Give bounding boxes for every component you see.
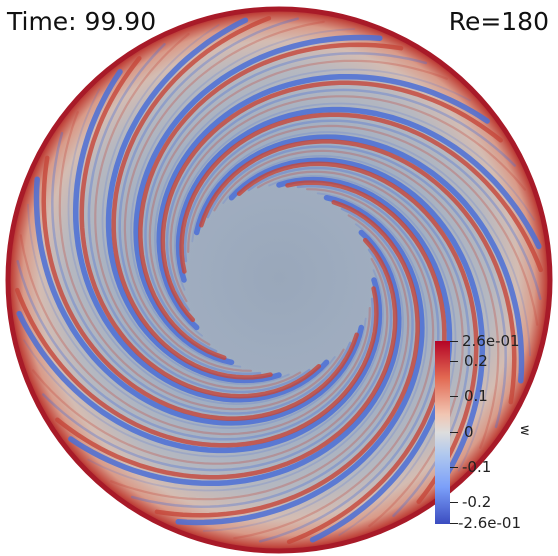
spiral-band xyxy=(236,161,479,504)
colorbar-max-tick-line xyxy=(450,341,458,342)
time-readout: Time: 99.90 xyxy=(7,7,157,36)
spiral-band xyxy=(193,134,525,384)
spiral-band xyxy=(41,155,359,421)
colorbar-tick-label: 0.1 xyxy=(464,387,488,405)
spiral-band xyxy=(27,203,367,429)
spiral-band xyxy=(206,145,507,429)
spiral-band xyxy=(148,59,448,346)
spiral-band xyxy=(165,88,516,312)
spiral-band xyxy=(175,194,425,526)
spiral-band xyxy=(23,269,384,458)
colorbar-tick-line xyxy=(450,361,458,362)
spiral-band xyxy=(94,33,302,390)
spiral-band xyxy=(87,43,311,394)
spiral-band xyxy=(19,234,371,436)
spiral-band xyxy=(14,286,379,448)
colorbar-tick-line xyxy=(450,432,458,433)
spiral-band xyxy=(33,176,365,426)
spiral-band xyxy=(16,277,383,454)
spiral-band xyxy=(154,200,420,518)
colorbar-tick-line xyxy=(450,467,458,468)
spiral-band xyxy=(51,131,352,415)
spiral-wave-bands xyxy=(14,15,544,545)
colorbar-tick-label: -0.1 xyxy=(462,458,492,476)
colorbar-min-tick-line xyxy=(450,523,458,524)
colorbar-title: w xyxy=(517,425,532,436)
spiral-band xyxy=(222,154,491,472)
spiral-band xyxy=(105,17,282,384)
spiral-band xyxy=(191,131,531,357)
spiral-band xyxy=(42,248,393,472)
spiral-band xyxy=(133,34,383,366)
spiral-band xyxy=(187,124,539,326)
colorbar-tick-label: -0.2 xyxy=(462,493,492,511)
spiral-band xyxy=(153,68,471,337)
spiral-band xyxy=(213,149,500,449)
spiral-band xyxy=(55,237,398,480)
spiral-band xyxy=(58,111,345,411)
spiral-band xyxy=(256,170,464,527)
colorbar-min-label: -2.6e-01 xyxy=(458,514,521,532)
spiral-band xyxy=(68,229,402,487)
reynolds-number-label: Re=180 xyxy=(448,7,549,36)
spiral-band xyxy=(110,214,410,501)
spiral-band xyxy=(87,223,405,492)
spiral-band xyxy=(179,112,544,274)
colorbar-max-label: 2.6e-01 xyxy=(462,332,520,350)
spiral-band xyxy=(174,102,535,291)
calm-core-region xyxy=(201,200,357,356)
colorbar-tick-line xyxy=(450,396,458,397)
colorbar-tick-line xyxy=(450,502,458,503)
spiral-band xyxy=(160,80,503,323)
spiral-band xyxy=(101,24,290,385)
domain-rim xyxy=(5,6,553,554)
spiral-band xyxy=(228,157,486,491)
spiral-band xyxy=(67,88,336,406)
spiral-band xyxy=(199,139,517,405)
spiral-band xyxy=(202,192,428,532)
spiral-band xyxy=(123,20,325,372)
spiral-band xyxy=(233,188,435,540)
spiral-band xyxy=(72,69,330,403)
spiral-band xyxy=(268,175,457,536)
spiral-band xyxy=(144,52,428,353)
spiral-band xyxy=(111,15,273,380)
spiral-band xyxy=(118,17,299,376)
spiral-band xyxy=(16,260,375,441)
colorbar-tick-label: 0.2 xyxy=(464,352,488,370)
spiral-band xyxy=(130,207,414,508)
spiral-band xyxy=(183,119,542,300)
spiral-band xyxy=(79,56,322,399)
spiral-band xyxy=(138,42,404,360)
spiral-band xyxy=(32,257,389,465)
spiral-band xyxy=(156,73,490,331)
spiral-band xyxy=(276,176,453,543)
spiral-band xyxy=(169,95,526,303)
colorbar-tick-label: 0 xyxy=(464,423,474,441)
colorbar-gradient xyxy=(435,341,450,524)
spiral-band xyxy=(175,106,542,283)
spiral-band xyxy=(130,28,356,368)
